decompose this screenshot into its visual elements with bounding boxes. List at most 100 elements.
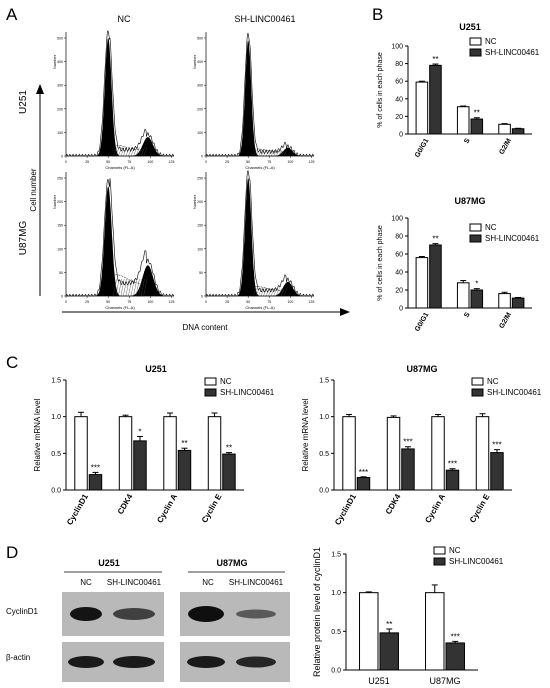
legend-label: SH-LINC00461 — [485, 234, 540, 243]
hatch-line — [138, 147, 143, 157]
hist-x-tick-label: 75 — [127, 300, 131, 304]
g1-peak — [238, 40, 258, 156]
legend-label: SH-LINC00461 — [485, 48, 540, 57]
hist-y-tick-label: 400 — [57, 60, 63, 64]
legend-swatch — [469, 223, 482, 232]
y-tick-label: 0.5 — [51, 451, 61, 458]
hatch-line — [255, 150, 260, 157]
x-tick-label: G2/M — [498, 137, 513, 155]
blot-band — [113, 608, 155, 620]
significance-label: *** — [403, 438, 412, 447]
panel-d-blot: U251 U87MG NC SH-LINC00461 NC SH-LINC004… — [6, 558, 290, 682]
bar-sh-1 — [470, 289, 484, 309]
hist-x-tick-label: 25 — [85, 160, 89, 164]
bar-nc-0 — [415, 257, 429, 309]
y-tick-label: 20 — [395, 288, 403, 295]
y-tick-label: 0.0 — [331, 668, 341, 675]
hist-x-tick-label: 100 — [147, 300, 153, 304]
hatch-line — [115, 147, 120, 157]
blot-label-u87mg: U87MG — [216, 558, 247, 568]
hist-x-tick-label: 100 — [147, 160, 153, 164]
y-tick-label: 100 — [391, 44, 403, 51]
hatch-line — [270, 150, 275, 157]
bar-sh-1 — [470, 118, 484, 135]
panel-a: NC SH-LINC00461 U251 U87MG Cell number D… — [18, 14, 350, 332]
hist-y-label: Number — [192, 54, 197, 69]
hatch-line — [258, 150, 262, 157]
significance-label: * — [138, 427, 141, 436]
bar-nc-0 — [359, 592, 379, 671]
blot-band — [236, 609, 276, 619]
significance-label: * — [475, 280, 478, 289]
hist-y-tick-label: 200 — [197, 107, 203, 111]
hist-y-tick-label: 150 — [57, 224, 63, 228]
hatch-line — [135, 278, 140, 297]
hist-y-tick-label: 50 — [199, 271, 203, 275]
blot-band — [68, 656, 104, 668]
chart-b1: U251 0 20 40 60 80 100 % of cells in each phase… — [377, 22, 540, 159]
x-tick-label: S — [463, 137, 472, 145]
blot-band — [188, 606, 224, 622]
s-phase-region — [251, 286, 286, 297]
blot-1 — [180, 592, 290, 636]
histogram-outline — [205, 170, 315, 297]
hatch-line — [278, 150, 283, 157]
significance-label: ** — [386, 620, 392, 629]
hist-x-tick-label: 75 — [267, 160, 271, 164]
histogram-3: 0 25 50 75 100 125 0 50 100 150 200 250 Number Channe… — [192, 170, 315, 310]
hist-y-tick-label: 200 — [57, 200, 63, 204]
histogram-2: 0 25 50 75 100 125 0 50 100 150 200 250 Number Channe… — [52, 172, 174, 310]
legend-swatch — [471, 377, 484, 386]
hist-y-tick-label: 0 — [201, 155, 203, 159]
x-tick-label: Cyclin E — [468, 492, 492, 524]
bar-sh-2 — [445, 469, 460, 491]
hist-x-tick-label: 75 — [267, 300, 271, 304]
hist-x-tick-label: 25 — [85, 300, 89, 304]
hist-x-tick-label: 125 — [309, 160, 315, 164]
hist-x-tick-label: 50 — [246, 300, 250, 304]
hist-x-tick-label: 25 — [225, 160, 229, 164]
blot-label-u251: U251 — [98, 558, 120, 568]
panel-letter-d: D — [6, 543, 18, 562]
bar-nc-0 — [342, 416, 356, 491]
y-tick-label: 1.0 — [319, 414, 329, 421]
x-tick-label: G0/G1 — [414, 311, 430, 332]
hist-x-label: Channels (FL-A) — [105, 165, 135, 170]
y-tick-label: 80 — [395, 234, 403, 241]
hatch-line — [128, 147, 132, 157]
significance-label: ** — [432, 235, 438, 244]
x-tick-label: CDK4 — [116, 492, 135, 516]
hist-x-tick-label: 0 — [205, 300, 207, 304]
g2-peak — [131, 137, 165, 156]
bar-sh-0 — [429, 64, 442, 135]
bar-nc-0 — [74, 416, 88, 491]
hatch-line — [138, 278, 143, 297]
x-tick-label: CyclinD1 — [65, 492, 90, 527]
bar-sh-2 — [511, 297, 525, 309]
bar-sh-0 — [356, 477, 371, 491]
hatch-line — [275, 150, 280, 157]
x-tick-label: Cyclin A — [423, 492, 447, 524]
hatch-line — [268, 150, 272, 157]
hatch-line — [253, 150, 257, 157]
hatch-line — [275, 288, 280, 297]
y-tick-label: 0.0 — [319, 488, 329, 495]
hist-x-tick-label: 125 — [309, 300, 315, 304]
hist-x-tick-label: 50 — [106, 300, 110, 304]
hist-x-tick-label: 50 — [106, 160, 110, 164]
x-tick-label: CDK4 — [384, 492, 403, 516]
hist-y-tick-label: 200 — [57, 107, 63, 111]
y-tick-label: 0.0 — [51, 488, 61, 495]
bar-sh-0 — [429, 244, 442, 309]
y-tick-label: 1.0 — [331, 590, 341, 597]
g1-peak — [237, 178, 259, 296]
hist-x-tick-label: 75 — [127, 160, 131, 164]
bar-nc-2 — [431, 416, 445, 491]
bar-nc-2 — [498, 293, 511, 309]
x-tick-label: Cyclin E — [200, 492, 224, 524]
row-label-u251: U251 — [18, 90, 29, 114]
panel-letter-b: B — [372, 5, 383, 24]
row-label-u87mg: U87MG — [18, 221, 29, 256]
y-tick-label: 1.5 — [51, 378, 61, 385]
